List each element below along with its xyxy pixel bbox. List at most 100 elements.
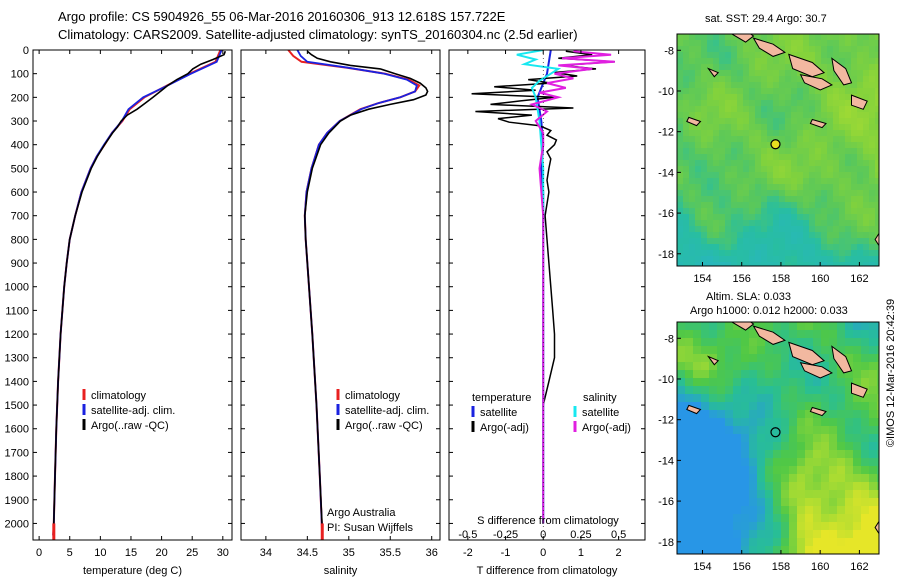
map-cell bbox=[839, 238, 846, 245]
map-cell bbox=[791, 178, 798, 185]
map-cell bbox=[761, 58, 768, 65]
map-cell bbox=[779, 190, 786, 197]
map-cell bbox=[851, 238, 858, 245]
map-cell bbox=[767, 70, 774, 77]
map-cell bbox=[791, 100, 798, 107]
map-cell bbox=[749, 94, 756, 101]
map-cell bbox=[779, 226, 786, 233]
map-cell bbox=[773, 538, 782, 547]
map-cell bbox=[829, 522, 838, 531]
map-cell bbox=[827, 160, 834, 167]
map-cell bbox=[877, 458, 879, 467]
map-cell bbox=[683, 34, 690, 41]
map-cell bbox=[827, 250, 834, 257]
map-cell bbox=[773, 226, 780, 233]
x-tick-label: -1 bbox=[501, 547, 511, 559]
map-cell bbox=[857, 76, 864, 83]
map-cell bbox=[685, 506, 694, 515]
map-cell bbox=[773, 450, 782, 459]
map-cell bbox=[683, 70, 690, 77]
map-cell bbox=[767, 202, 774, 209]
map-cell bbox=[869, 142, 876, 149]
map-cell bbox=[805, 474, 814, 483]
map-cell bbox=[827, 94, 834, 101]
map-cell bbox=[737, 226, 744, 233]
map-cell bbox=[869, 40, 876, 47]
map-cell bbox=[869, 166, 876, 173]
map-cell bbox=[833, 256, 840, 263]
map-cell bbox=[749, 434, 758, 443]
map-cell bbox=[845, 70, 852, 77]
map-cell bbox=[789, 530, 798, 539]
map-cell bbox=[695, 220, 702, 227]
map-cell bbox=[785, 154, 792, 161]
map-cell bbox=[853, 346, 862, 355]
map-cell bbox=[725, 184, 732, 191]
map-cell bbox=[709, 490, 718, 499]
map-cell bbox=[725, 482, 734, 491]
map-x-tick-label: 162 bbox=[850, 561, 868, 573]
map-cell bbox=[755, 256, 762, 263]
map-cell bbox=[829, 402, 838, 411]
map-cell bbox=[755, 220, 762, 227]
map-cell bbox=[685, 474, 694, 483]
map-cell bbox=[725, 226, 732, 233]
map-cell bbox=[803, 178, 810, 185]
map-cell bbox=[755, 70, 762, 77]
map-cell bbox=[785, 202, 792, 209]
map-cell bbox=[707, 226, 714, 233]
map-cell bbox=[719, 220, 726, 227]
map-cell bbox=[689, 154, 696, 161]
map-cell bbox=[725, 196, 732, 203]
map-cell bbox=[837, 322, 846, 331]
map-cell bbox=[707, 154, 714, 161]
map-cell bbox=[805, 506, 814, 515]
map-cell bbox=[709, 434, 718, 443]
map-cell bbox=[791, 142, 798, 149]
map-cell bbox=[797, 522, 806, 531]
map-cell bbox=[833, 178, 840, 185]
map-cell bbox=[733, 362, 742, 371]
map-cell bbox=[757, 338, 766, 347]
map-cell bbox=[869, 148, 876, 155]
map-cell bbox=[845, 322, 854, 331]
map-cell bbox=[743, 76, 750, 83]
x-tick-label: 35 bbox=[343, 547, 355, 559]
map-cell bbox=[813, 498, 822, 507]
map-cell bbox=[761, 88, 768, 95]
map-cell bbox=[789, 410, 798, 419]
map-cell bbox=[857, 136, 864, 143]
map-cell bbox=[845, 256, 852, 263]
map-cell bbox=[821, 58, 828, 65]
map-cell bbox=[717, 418, 726, 427]
map-cell bbox=[833, 100, 840, 107]
map-cell bbox=[785, 166, 792, 173]
map-cell bbox=[845, 34, 852, 41]
map-cell bbox=[821, 208, 828, 215]
map-cell bbox=[683, 148, 690, 155]
map-cell bbox=[761, 52, 768, 59]
map-cell bbox=[773, 130, 780, 137]
map-cell bbox=[755, 88, 762, 95]
map-cell bbox=[845, 262, 852, 266]
map-cell bbox=[719, 52, 726, 59]
map-cell bbox=[805, 458, 814, 467]
map-cell bbox=[695, 250, 702, 257]
map-cell bbox=[779, 202, 786, 209]
map-cell bbox=[813, 458, 822, 467]
map-y-tick-label: -8 bbox=[664, 333, 674, 345]
map-cell bbox=[863, 262, 870, 266]
map-cell bbox=[833, 172, 840, 179]
map-cell bbox=[709, 522, 718, 531]
map-cell bbox=[765, 506, 774, 515]
map-cell bbox=[717, 346, 726, 355]
map-cell bbox=[821, 124, 828, 131]
map-cell bbox=[797, 498, 806, 507]
map-cell bbox=[773, 238, 780, 245]
map-cell bbox=[713, 202, 720, 209]
map-cell bbox=[743, 262, 750, 266]
map-cell bbox=[767, 118, 774, 125]
map-cell bbox=[709, 466, 718, 475]
map-cell bbox=[725, 362, 734, 371]
map-cell bbox=[683, 82, 690, 89]
